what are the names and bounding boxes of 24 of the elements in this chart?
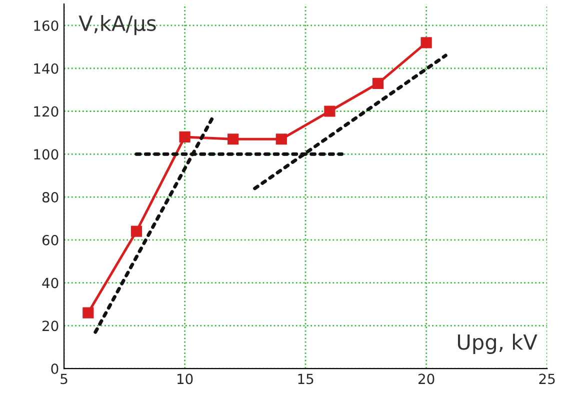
point xyxy=(130,226,142,237)
y-tick-label: 160 xyxy=(34,20,58,31)
y-tick-label: 140 xyxy=(34,63,58,74)
y-tick-label: 60 xyxy=(42,234,58,246)
y-tick-label: 0 xyxy=(51,364,58,374)
x-tick-label: 5 xyxy=(60,374,68,384)
x-tick-label: 10 xyxy=(177,374,193,384)
point xyxy=(228,134,239,145)
y-tick-label: 80 xyxy=(42,192,58,202)
point xyxy=(276,134,287,145)
point xyxy=(179,131,190,143)
point xyxy=(372,78,384,89)
x-axis-title: Upg, kV xyxy=(458,334,538,354)
y-tick-label: 100 xyxy=(34,149,58,160)
y-tick-label: 20 xyxy=(42,320,58,332)
y-axis-title: V,kA/μs xyxy=(78,14,156,36)
y-tick-label: 120 xyxy=(34,106,58,117)
point xyxy=(82,307,94,318)
y-tick-label: 40 xyxy=(42,278,58,288)
x-tick-label: 15 xyxy=(298,374,314,384)
point xyxy=(420,37,432,48)
x-tick-label: 20 xyxy=(418,374,434,384)
point xyxy=(324,106,336,117)
x-tick-label: 25 xyxy=(539,374,555,384)
